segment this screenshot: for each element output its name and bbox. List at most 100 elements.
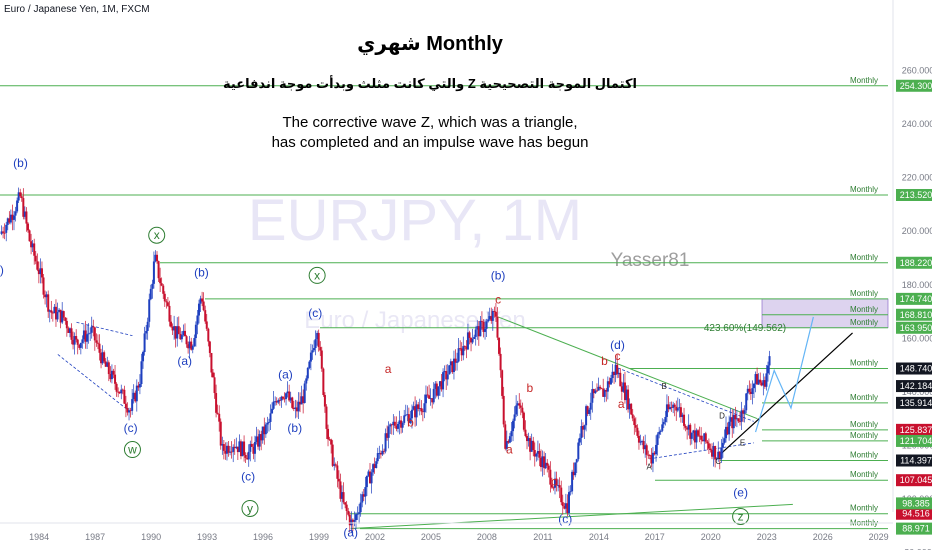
- candle-body-427: [664, 416, 667, 422]
- candle-body-169: [263, 426, 266, 435]
- candle-body-275: [428, 395, 431, 399]
- candle-body-408: [634, 425, 637, 428]
- wave-label-16: (b): [491, 268, 506, 282]
- wave-label-7: (c): [241, 469, 255, 483]
- level-label-12: Monthly: [850, 504, 878, 513]
- candle-body-90: [140, 361, 143, 385]
- x-tick-8: 2008: [477, 532, 497, 542]
- candle-body-436: [678, 407, 681, 409]
- candle-body-193: [300, 396, 303, 405]
- candle-body-85: [132, 392, 135, 400]
- candle-body-449: [698, 435, 701, 437]
- candle-body-414: [644, 445, 647, 450]
- candle-body-15: [23, 211, 26, 217]
- candle-body-333: [518, 403, 521, 406]
- candle-body-257: [400, 420, 403, 428]
- candle-body-106: [165, 301, 168, 303]
- candle-body-352: [547, 465, 550, 470]
- candle-body-290: [451, 361, 454, 373]
- candle-body-345: [536, 451, 539, 454]
- candle-body-306: [476, 326, 479, 330]
- candle-body-147: [229, 451, 232, 453]
- candle-body-435: [676, 408, 679, 411]
- candle-body-438: [681, 414, 684, 417]
- candle-body-378: [588, 409, 591, 414]
- candle-body-428: [665, 404, 668, 417]
- candle-body-259: [403, 415, 406, 423]
- candle-body-395: [614, 364, 617, 375]
- candle-body-451: [701, 439, 704, 442]
- candle-body-484: [752, 383, 755, 389]
- candle-body-170: [264, 424, 267, 435]
- candle-body-398: [619, 372, 622, 387]
- candle-body-117: [182, 330, 185, 336]
- candle-body-370: [575, 459, 578, 463]
- candle-body-30: [47, 294, 50, 312]
- x-tick-15: 2029: [869, 532, 889, 542]
- candle-body-464: [721, 442, 724, 448]
- wave-label-28: C: [715, 457, 721, 466]
- candle-body-453: [704, 433, 707, 442]
- candle-body-328: [510, 431, 513, 437]
- candle-body-4: [6, 218, 9, 225]
- y-tick-0: 260.000: [902, 66, 932, 76]
- candle-body-176: [274, 401, 277, 402]
- wave-label-12: (c): [308, 306, 322, 320]
- candle-body-296: [460, 348, 463, 356]
- candle-body-249: [387, 426, 390, 438]
- candle-body-329: [512, 420, 515, 432]
- candle-body-68: [106, 362, 109, 367]
- watermark-symbol: EURJPY, 1M: [248, 188, 582, 253]
- candle-body-80: [124, 403, 127, 409]
- wave-label-17: c: [495, 293, 501, 307]
- candle-body-81: [126, 408, 129, 413]
- candle-body-475: [739, 421, 741, 423]
- y-tick-5: 160.000: [902, 333, 932, 343]
- candle-body-195: [303, 383, 306, 403]
- candle-body-196: [305, 378, 308, 384]
- candle-body-43: [67, 328, 70, 333]
- candle-body-1: [2, 231, 5, 233]
- candle-body-278: [432, 388, 435, 403]
- candle-body-201: [313, 348, 316, 351]
- candle-body-183: [285, 393, 288, 399]
- candle-body-446: [693, 430, 696, 443]
- candle-body-349: [543, 456, 546, 469]
- candle-body-224: [348, 514, 351, 526]
- price-badge-text-1: 98.385: [902, 498, 930, 508]
- candle-body-287: [446, 374, 449, 380]
- candle-body-53: [82, 330, 85, 340]
- level-label-11: Monthly: [850, 470, 878, 479]
- candle-body-213: [331, 444, 334, 466]
- candle-body-78: [121, 389, 124, 391]
- candle-body-300: [466, 332, 469, 350]
- candle-body-479: [745, 393, 748, 411]
- candle-body-134: [208, 341, 211, 353]
- candle-body-191: [297, 401, 300, 412]
- candle-body-489: [760, 382, 763, 386]
- candle-body-302: [470, 337, 473, 343]
- level-badge-9: [896, 434, 932, 447]
- candle-body-5: [8, 218, 11, 223]
- candle-body-342: [532, 440, 535, 451]
- candle-body-285: [443, 371, 446, 373]
- candle-body-212: [330, 439, 333, 445]
- candle-body-146: [227, 445, 230, 453]
- candle-body-172: [267, 421, 270, 423]
- candle-body-237: [369, 471, 371, 484]
- level-badge-13: [896, 522, 932, 535]
- candle-body-65: [101, 352, 104, 364]
- candle-body-379: [589, 402, 592, 410]
- wave-label-29: D: [719, 412, 725, 421]
- candle-body-469: [729, 417, 732, 422]
- candle-body-343: [533, 450, 536, 457]
- candle-body-468: [728, 421, 731, 435]
- level-label-7: Monthly: [850, 393, 878, 402]
- candle-body-350: [544, 462, 547, 469]
- x-tick-1: 1987: [85, 532, 105, 542]
- wave-circle-3: [123, 441, 141, 459]
- candle-body-459: [714, 446, 717, 460]
- candle-body-160: [249, 443, 252, 452]
- candle-body-336: [522, 412, 525, 430]
- candle-body-361: [561, 502, 564, 507]
